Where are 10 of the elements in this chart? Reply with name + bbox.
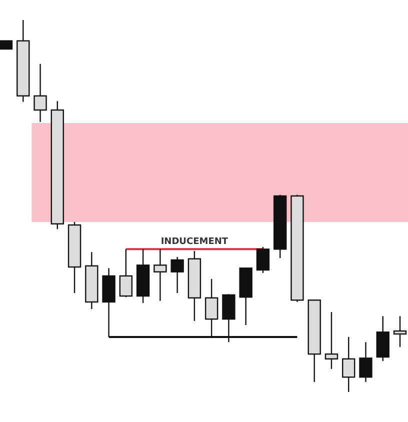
candlestick bbox=[119, 248, 133, 298]
candlestick bbox=[34, 63, 47, 123]
candlestick bbox=[154, 248, 167, 302]
candlestick bbox=[170, 256, 184, 294]
candlestick bbox=[342, 336, 356, 393]
candlestick bbox=[359, 342, 372, 383]
annotation: INDUCEMENT bbox=[160, 237, 229, 248]
candlestick bbox=[393, 316, 407, 348]
candlestick bbox=[324, 311, 338, 370]
candlestick bbox=[256, 246, 270, 274]
